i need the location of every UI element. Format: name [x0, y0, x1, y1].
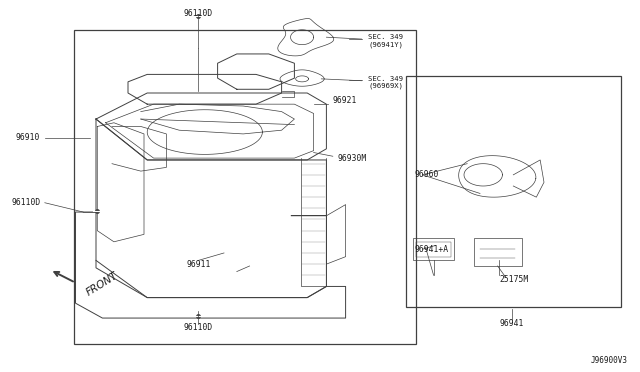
Bar: [413, 238, 454, 260]
Text: 96110D: 96110D: [184, 323, 213, 332]
Text: 96941: 96941: [500, 319, 524, 328]
Text: 25175M: 25175M: [499, 275, 529, 283]
Text: 96910: 96910: [16, 133, 40, 142]
Text: 96930M: 96930M: [337, 154, 367, 163]
Bar: [416, 242, 451, 257]
Bar: [406, 76, 621, 307]
Text: FRONT: FRONT: [84, 270, 120, 298]
Text: 96921: 96921: [333, 96, 357, 105]
Text: SEC. 349
(96941Y): SEC. 349 (96941Y): [368, 34, 403, 48]
Text: SEC. 349
(96969X): SEC. 349 (96969X): [368, 76, 403, 89]
Text: 96941+A: 96941+A: [415, 245, 449, 254]
Bar: [474, 238, 522, 266]
Text: J96900V3: J96900V3: [590, 356, 627, 365]
Text: 96110D: 96110D: [11, 198, 40, 207]
Text: 96911: 96911: [186, 260, 211, 269]
Text: 96960: 96960: [415, 170, 439, 179]
Text: 96110D: 96110D: [184, 9, 213, 17]
Bar: [74, 30, 416, 344]
